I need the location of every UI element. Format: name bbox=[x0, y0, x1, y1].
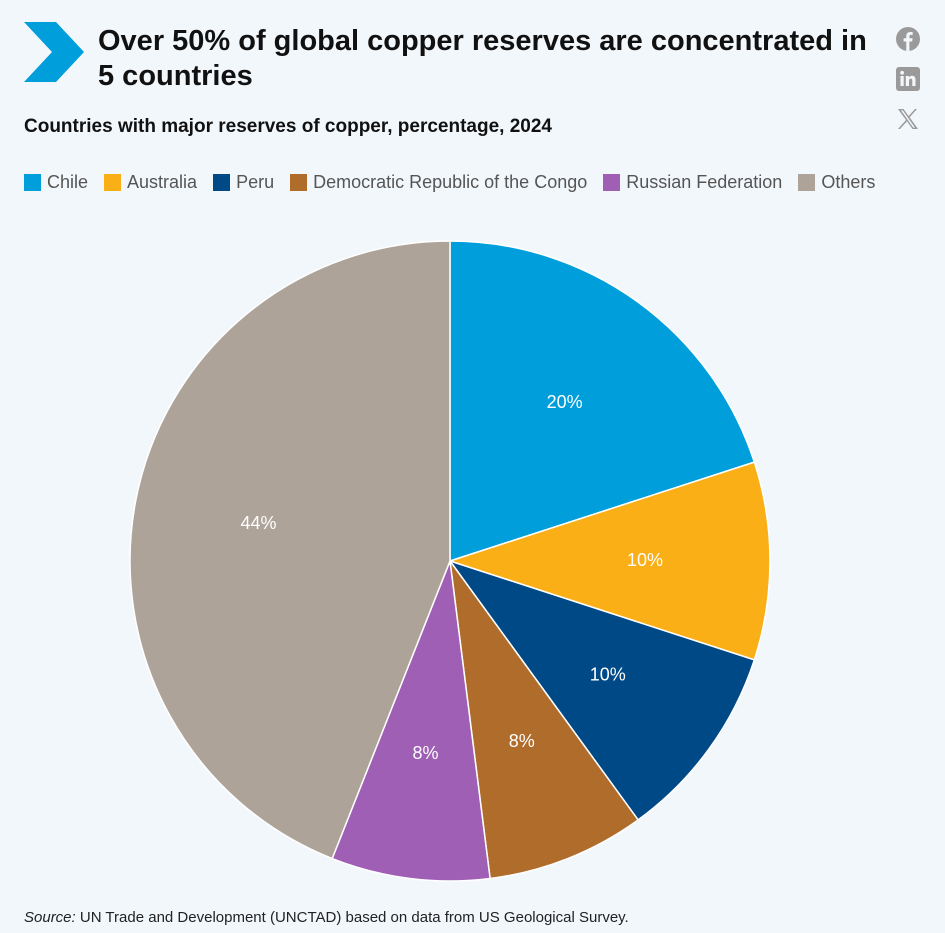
legend-swatch-peru bbox=[213, 174, 231, 191]
legend-label-peru: Peru bbox=[236, 172, 275, 192]
pie-slice-peru bbox=[448, 559, 756, 821]
legend-swatch-chile bbox=[24, 174, 41, 191]
pie-slice-drc bbox=[449, 560, 640, 880]
legend-swatch-drc bbox=[290, 174, 308, 191]
pie-slice-russia bbox=[331, 560, 491, 882]
source-note: Source: UN Trade and Development (UNCTAD… bbox=[24, 909, 629, 926]
chart-legend: Chile Australia Peru Democratic Republic… bbox=[24, 172, 891, 193]
brand-chevron-icon bbox=[24, 22, 84, 82]
pie-label-drc: 8% bbox=[509, 731, 535, 751]
legend-label-others: Others bbox=[821, 172, 876, 192]
linkedin-icon[interactable] bbox=[895, 66, 921, 92]
page-title: Over 50% of global copper reserves are c… bbox=[98, 25, 867, 92]
pie-label-peru: 10% bbox=[590, 664, 626, 684]
legend-swatch-others bbox=[798, 174, 816, 191]
facebook-icon[interactable] bbox=[895, 26, 921, 52]
legend-swatch-russia bbox=[603, 174, 621, 191]
share-bar bbox=[895, 26, 921, 132]
pie-label-others: 44% bbox=[240, 513, 276, 533]
pie-label-russia: 8% bbox=[413, 743, 439, 763]
pie-slice-chile bbox=[449, 240, 756, 563]
legend-item-others: Others bbox=[798, 172, 875, 193]
x-icon[interactable] bbox=[895, 106, 921, 132]
pie-chart: 20% 10% 10% 8% 8% 44% bbox=[129, 240, 771, 882]
legend-item-drc: Democratic Republic of the Congo bbox=[290, 172, 587, 193]
legend-label-drc: Democratic Republic of the Congo bbox=[313, 172, 588, 192]
legend-label-chile: Chile bbox=[47, 172, 89, 192]
legend-item-peru: Peru bbox=[213, 172, 274, 193]
chart-subtitle: Countries with major reserves of copper,… bbox=[24, 116, 552, 137]
pie-label-chile: 20% bbox=[547, 392, 583, 412]
legend-item-australia: Australia bbox=[104, 172, 197, 193]
pie-label-australia: 10% bbox=[627, 550, 663, 570]
pie-slice-others bbox=[129, 240, 451, 860]
pie-slice-australia bbox=[447, 461, 771, 661]
legend-item-russia: Russian Federation bbox=[603, 172, 782, 193]
legend-item-chile: Chile bbox=[24, 172, 88, 193]
legend-label-australia: Australia bbox=[127, 172, 198, 192]
legend-label-russia: Russian Federation bbox=[626, 172, 783, 192]
source-text: UN Trade and Development (UNCTAD) based … bbox=[75, 909, 629, 926]
legend-swatch-australia bbox=[104, 174, 122, 191]
source-prefix: Source: bbox=[24, 909, 76, 926]
